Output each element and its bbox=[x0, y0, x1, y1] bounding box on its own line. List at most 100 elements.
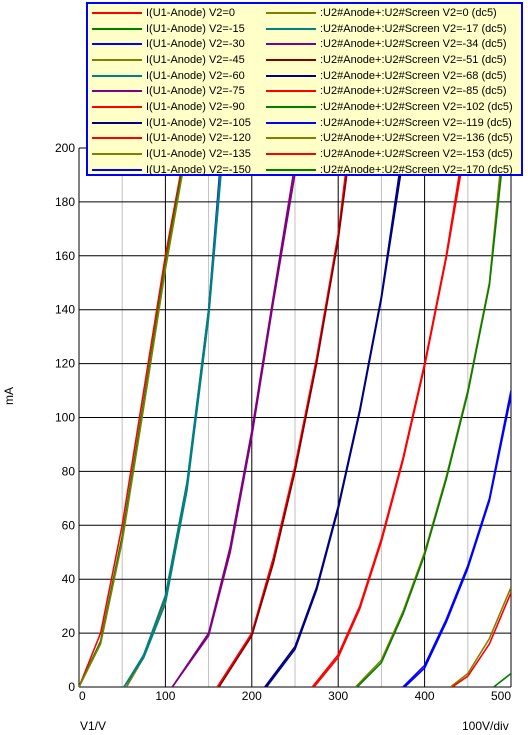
legend-label: I(U1-Anode) V2=-30 bbox=[146, 38, 245, 51]
y-tick-label: 40 bbox=[62, 572, 76, 586]
legend-swatch bbox=[92, 74, 142, 77]
series-line-21 bbox=[493, 672, 511, 687]
series-line-18 bbox=[404, 395, 511, 687]
legend-item: I(U1-Anode) V2=-30 bbox=[92, 36, 251, 52]
legend-label: I(U1-Anode) V2=-45 bbox=[146, 53, 245, 66]
y-tick-label: 180 bbox=[55, 195, 75, 209]
series-line-5 bbox=[171, 148, 299, 687]
series-line-1 bbox=[79, 148, 187, 687]
legend-label: :U2#Anode+:U2#Screen V2=-170 (dc5) bbox=[320, 163, 513, 176]
legend-label: :U2#Anode+:U2#Screen V2=-102 (dc5) bbox=[320, 100, 513, 113]
legend-swatch bbox=[266, 90, 316, 93]
legend-swatch bbox=[92, 153, 142, 156]
series-line-13 bbox=[171, 148, 301, 687]
y-tick-label: 100 bbox=[55, 411, 75, 425]
legend-item: I(U1-Anode) V2=-75 bbox=[92, 83, 251, 99]
legend-label: I(U1-Anode) V2=-15 bbox=[146, 22, 245, 35]
legend-label: :U2#Anode+:U2#Screen V2=-51 (dc5) bbox=[320, 53, 507, 66]
x-tick-labels: 0 100 200 300 400 500 bbox=[79, 689, 511, 703]
legend-item: :U2#Anode+:U2#Screen V2=-68 (dc5) bbox=[266, 68, 513, 84]
legend-item: :U2#Anode+:U2#Screen V2=-51 (dc5) bbox=[266, 52, 513, 68]
legend-label: I(U1-Anode) V2=-105 bbox=[146, 116, 251, 129]
legend-item: I(U1-Anode) V2=-135 bbox=[92, 146, 251, 162]
legend-swatch bbox=[266, 105, 316, 108]
legend-item: :U2#Anode+:U2#Screen V2=-17 (dc5) bbox=[266, 21, 513, 37]
legend-item: :U2#Anode+:U2#Screen V2=-119 (dc5) bbox=[266, 115, 513, 131]
series-line-14 bbox=[218, 148, 352, 687]
legend-item: I(U1-Anode) V2=0 bbox=[92, 5, 251, 21]
legend-swatch bbox=[92, 11, 142, 14]
series-line-17 bbox=[356, 148, 505, 687]
legend-swatch bbox=[92, 105, 142, 108]
legend-label: I(U1-Anode) V2=-75 bbox=[146, 85, 245, 98]
y-tick-label: 60 bbox=[62, 518, 76, 532]
legend-swatch bbox=[92, 27, 142, 30]
legend-item: :U2#Anode+:U2#Screen V2=-34 (dc5) bbox=[266, 36, 513, 52]
x-tick-label: 100 bbox=[155, 689, 175, 703]
legend-swatch bbox=[266, 43, 316, 46]
y-tick-labels: 0 20 40 60 80 100 120 140 160 180 200 bbox=[55, 141, 75, 694]
series-line-0 bbox=[79, 148, 187, 687]
legend-swatch bbox=[266, 137, 316, 140]
legend-label: I(U1-Anode) V2=-135 bbox=[146, 148, 251, 161]
y-tick-label: 140 bbox=[55, 303, 75, 317]
series-lines bbox=[79, 148, 511, 687]
legend-item: :U2#Anode+:U2#Screen V2=-102 (dc5) bbox=[266, 99, 513, 115]
x-tick-label: 300 bbox=[328, 689, 348, 703]
legend-swatch bbox=[92, 137, 142, 140]
legend-label: :U2#Anode+:U2#Screen V2=-68 (dc5) bbox=[320, 69, 507, 82]
legend-swatch bbox=[266, 27, 316, 30]
legend-label: :U2#Anode+:U2#Screen V2=-136 (dc5) bbox=[320, 132, 513, 145]
legend-item: :U2#Anode+:U2#Screen V2=-136 (dc5) bbox=[266, 131, 513, 147]
legend-swatch bbox=[266, 153, 316, 156]
legend-swatch bbox=[92, 43, 142, 46]
legend-label: :U2#Anode+:U2#Screen V2=-153 (dc5) bbox=[320, 148, 513, 161]
series-line-11 bbox=[79, 148, 188, 687]
legend-item: :U2#Anode+:U2#Screen V2=-170 (dc5) bbox=[266, 162, 513, 178]
series-line-16 bbox=[313, 148, 466, 687]
legend-item: I(U1-Anode) V2=-60 bbox=[92, 68, 251, 84]
legend-label: I(U1-Anode) V2=-150 bbox=[146, 163, 251, 176]
legend-swatch bbox=[266, 11, 316, 14]
legend-item: I(U1-Anode) V2=-150 bbox=[92, 162, 251, 178]
x-axis-label: V1/V bbox=[80, 719, 107, 733]
legend-swatch bbox=[92, 168, 142, 171]
legend-swatch bbox=[92, 90, 142, 93]
legend-swatch bbox=[266, 168, 316, 171]
legend-swatch bbox=[92, 121, 142, 124]
legend-swatch bbox=[266, 58, 316, 61]
legend-item: :U2#Anode+:U2#Screen V2=0 (dc5) bbox=[266, 5, 513, 21]
x-tick-label: 0 bbox=[79, 689, 86, 703]
series-line-12 bbox=[123, 148, 225, 687]
x-div-label: 100V/div bbox=[462, 719, 509, 733]
legend-label: :U2#Anode+:U2#Screen V2=-85 (dc5) bbox=[320, 85, 507, 98]
legend-item: :U2#Anode+:U2#Screen V2=-153 (dc5) bbox=[266, 146, 513, 162]
y-tick-label: 160 bbox=[55, 249, 75, 263]
y-tick-label: 120 bbox=[55, 357, 75, 371]
legend-item: I(U1-Anode) V2=-45 bbox=[92, 52, 251, 68]
legend-swatch bbox=[266, 121, 316, 124]
legend-column-right: :U2#Anode+:U2#Screen V2=0 (dc5) :U2#Anode… bbox=[266, 5, 513, 178]
series-line-15 bbox=[265, 148, 406, 687]
y-axis-label: mA bbox=[2, 387, 16, 405]
x-tick-label: 400 bbox=[415, 689, 435, 703]
legend-item: I(U1-Anode) V2=-15 bbox=[92, 21, 251, 37]
legend: I(U1-Anode) V2=0 I(U1-Anode) V2=-15 I(U1-A… bbox=[86, 2, 523, 176]
y-tick-label: 200 bbox=[55, 141, 75, 155]
x-tick-label: 500 bbox=[491, 689, 511, 703]
legend-label: I(U1-Anode) V2=-90 bbox=[146, 100, 245, 113]
legend-swatch bbox=[266, 74, 316, 77]
legend-label: :U2#Anode+:U2#Screen V2=-119 (dc5) bbox=[320, 116, 512, 129]
series-line-19 bbox=[450, 586, 511, 687]
legend-label: :U2#Anode+:U2#Screen V2=0 (dc5) bbox=[320, 6, 497, 19]
legend-item: :U2#Anode+:U2#Screen V2=-85 (dc5) bbox=[266, 83, 513, 99]
legend-item: I(U1-Anode) V2=-120 bbox=[92, 131, 251, 147]
legend-label: I(U1-Anode) V2=-120 bbox=[146, 132, 251, 145]
legend-swatch bbox=[92, 58, 142, 61]
legend-label: I(U1-Anode) V2=-60 bbox=[146, 69, 245, 82]
legend-column-left: I(U1-Anode) V2=0 I(U1-Anode) V2=-15 I(U1-A… bbox=[92, 5, 251, 178]
series-line-20 bbox=[451, 592, 511, 687]
y-tick-label: 20 bbox=[62, 626, 76, 640]
chart-grid bbox=[78, 147, 512, 688]
